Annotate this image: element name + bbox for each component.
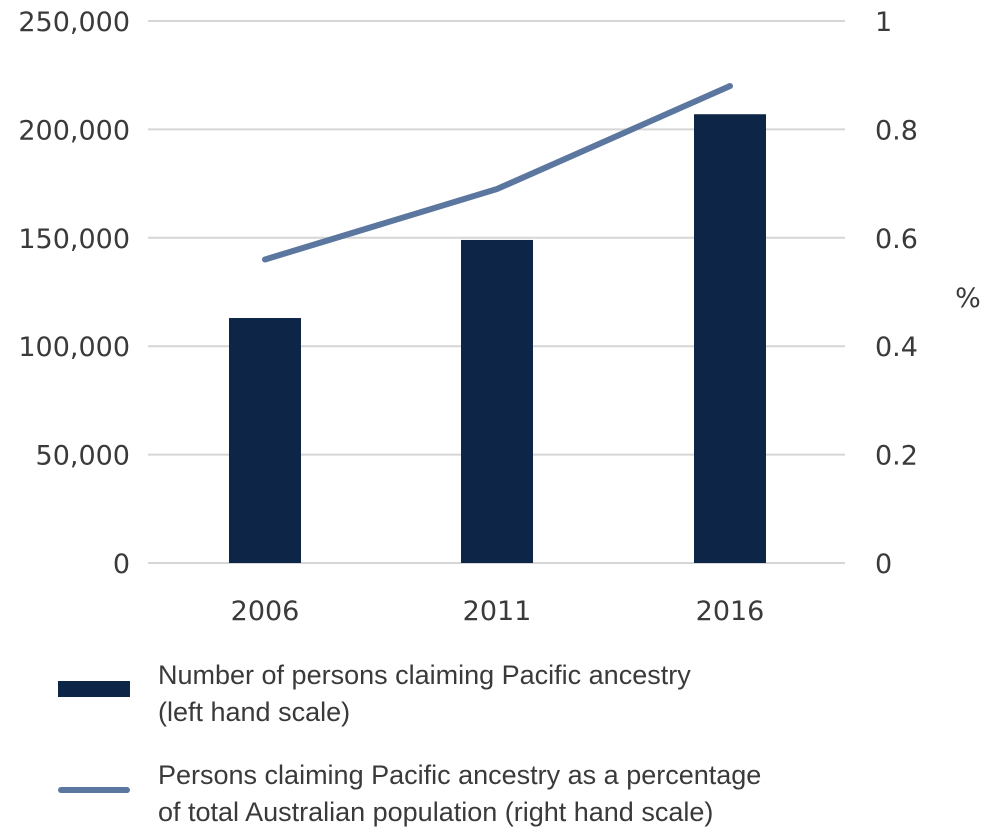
right-axis-label: % xyxy=(955,283,981,314)
bar-series xyxy=(229,114,766,563)
x-tick-label: 2011 xyxy=(463,596,532,627)
combo-chart: 250,000 200,000 150,000 100,000 50,000 0 1 0.8… xyxy=(0,0,990,640)
right-tick-label: 1 xyxy=(875,7,892,38)
left-tick-label: 250,000 xyxy=(18,7,130,38)
legend-swatch-line xyxy=(58,787,130,793)
right-tick-label: 0.4 xyxy=(875,332,918,363)
legend-label-line: Persons claiming Pacific ancestry as a p… xyxy=(158,757,958,831)
bar-2006 xyxy=(229,318,301,563)
x-tick-label: 2006 xyxy=(231,596,300,627)
right-tick-label: 0 xyxy=(875,549,892,580)
x-tick-label: 2016 xyxy=(696,596,765,627)
left-tick-label: 150,000 xyxy=(18,224,130,255)
bar-2016 xyxy=(694,114,766,563)
bar-2011 xyxy=(461,240,533,563)
percentage-line xyxy=(265,86,730,259)
legend-label-bar: Number of persons claiming Pacific ances… xyxy=(158,657,958,731)
x-axis-ticks: 2006 2011 2016 xyxy=(231,596,765,627)
right-tick-label: 0.2 xyxy=(875,441,918,472)
legend-item-line: Persons claiming Pacific ancestry as a p… xyxy=(0,755,990,835)
legend-swatch-bar xyxy=(58,681,130,697)
left-tick-label: 50,000 xyxy=(36,441,130,472)
left-tick-label: 200,000 xyxy=(18,115,130,146)
legend-item-bar: Number of persons claiming Pacific ances… xyxy=(0,655,990,735)
right-axis-ticks: 1 0.8 0.6 0.4 0.2 0 xyxy=(875,7,918,580)
left-axis-ticks: 250,000 200,000 150,000 100,000 50,000 0 xyxy=(18,7,130,580)
right-tick-label: 0.6 xyxy=(875,224,918,255)
left-tick-label: 100,000 xyxy=(18,332,130,363)
line-series xyxy=(265,86,730,260)
left-tick-label: 0 xyxy=(113,549,130,580)
right-tick-label: 0.8 xyxy=(875,115,918,146)
